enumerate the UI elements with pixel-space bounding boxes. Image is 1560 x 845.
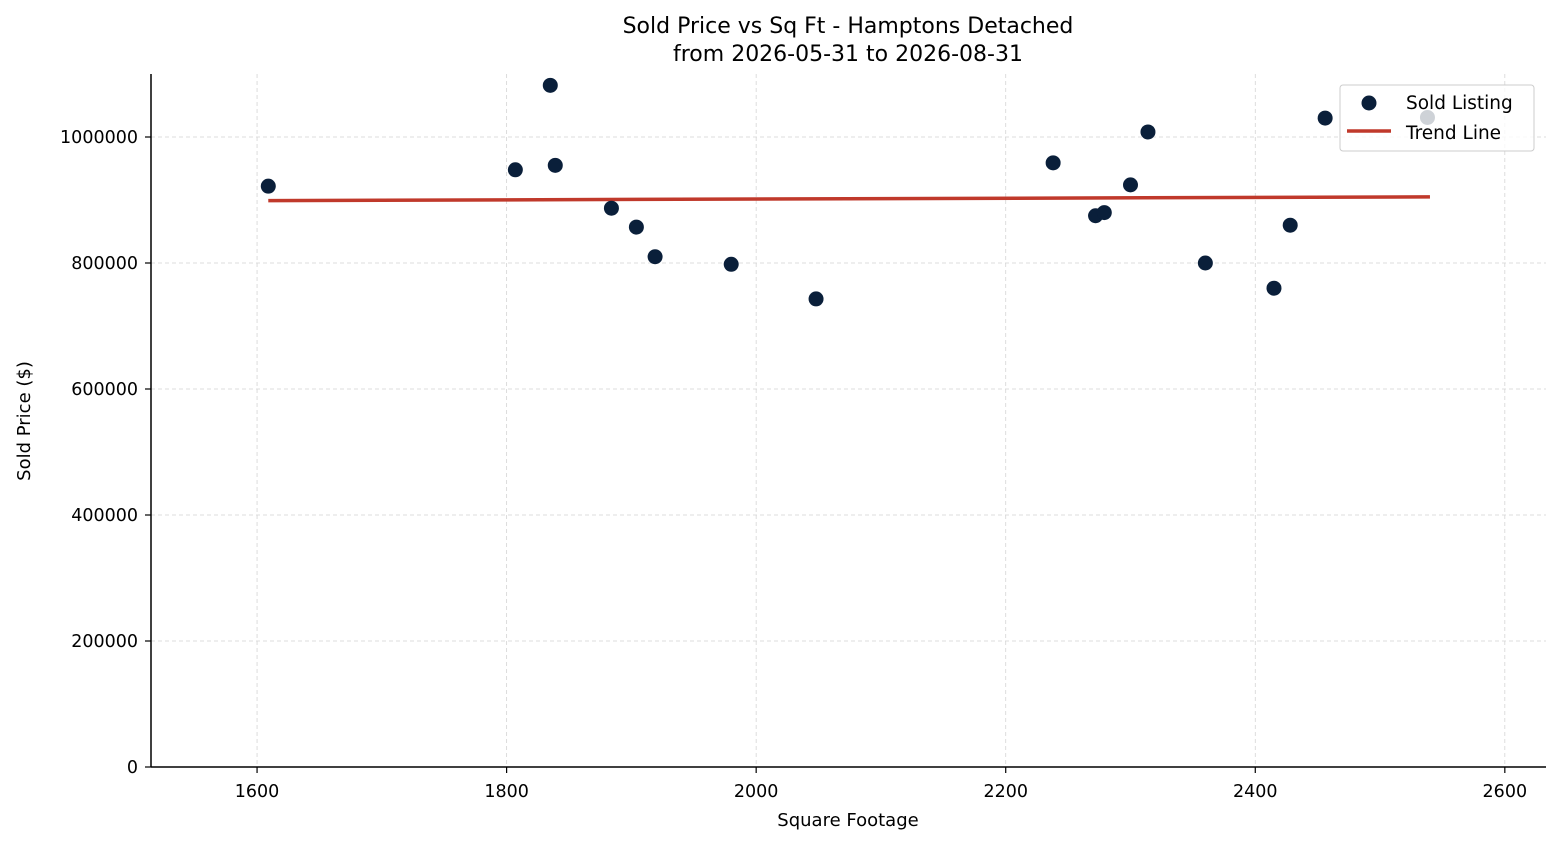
sold-listing-point xyxy=(542,77,558,93)
x-ticks: 1600 1800 2000 2200 2400 2600 xyxy=(235,767,1527,802)
y-tick-label: 600000 xyxy=(71,380,138,400)
x-axis-label: Square Footage xyxy=(777,810,918,831)
y-tick-label: 1000000 xyxy=(60,128,138,148)
x-tick-label: 2400 xyxy=(1233,782,1278,802)
y-axis-label: Sold Price ($) xyxy=(14,361,35,481)
sold-listing-point xyxy=(1096,205,1112,221)
y-tick-label: 400000 xyxy=(71,506,138,526)
sold-listing-point xyxy=(1140,124,1156,140)
sold-listing-point xyxy=(1282,217,1298,233)
sold-listing-point xyxy=(507,162,523,178)
sold-listing-point xyxy=(1266,280,1282,296)
plot-marks xyxy=(260,77,1435,307)
sold-listing-point xyxy=(1045,155,1061,171)
sold-listing-point xyxy=(808,291,824,307)
sold-listing-point xyxy=(603,200,619,216)
x-tick-label: 1600 xyxy=(235,782,280,802)
sold-listing-point xyxy=(1122,177,1138,193)
legend-marker-sold-listing xyxy=(1361,95,1377,111)
chart-title: Sold Price vs Sq Ft - Hamptons Detached xyxy=(623,14,1074,39)
sold-listing-point xyxy=(260,178,276,194)
x-tick-label: 2200 xyxy=(983,782,1028,802)
trend-line xyxy=(268,195,1430,203)
legend: Sold Listing Trend Line xyxy=(1339,84,1535,152)
legend-label-sold-listing: Sold Listing xyxy=(1406,93,1513,114)
axes xyxy=(150,74,1546,768)
legend-label-trend-line: Trend Line xyxy=(1405,123,1501,144)
x-tick-label: 2600 xyxy=(1483,782,1528,802)
y-tick-label: 800000 xyxy=(71,254,138,274)
sold-listing-point xyxy=(723,256,739,272)
sold-listing-point xyxy=(547,157,563,173)
x-tick-label: 1800 xyxy=(484,782,529,802)
sold-listing-point xyxy=(628,219,644,235)
chart-subtitle: from 2026-05-31 to 2026-08-31 xyxy=(673,42,1023,67)
sold-listing-point xyxy=(647,249,663,265)
legend-box xyxy=(1339,84,1535,152)
y-ticks: 0 200000 400000 600000 800000 1000000 xyxy=(60,128,151,778)
grid-lines xyxy=(151,74,1546,768)
sold-listing-point xyxy=(1197,255,1213,271)
sold-listing-point xyxy=(1317,110,1333,126)
y-tick-label: 200000 xyxy=(71,632,138,652)
y-tick-label: 0 xyxy=(127,758,138,778)
x-tick-label: 2000 xyxy=(734,782,779,802)
